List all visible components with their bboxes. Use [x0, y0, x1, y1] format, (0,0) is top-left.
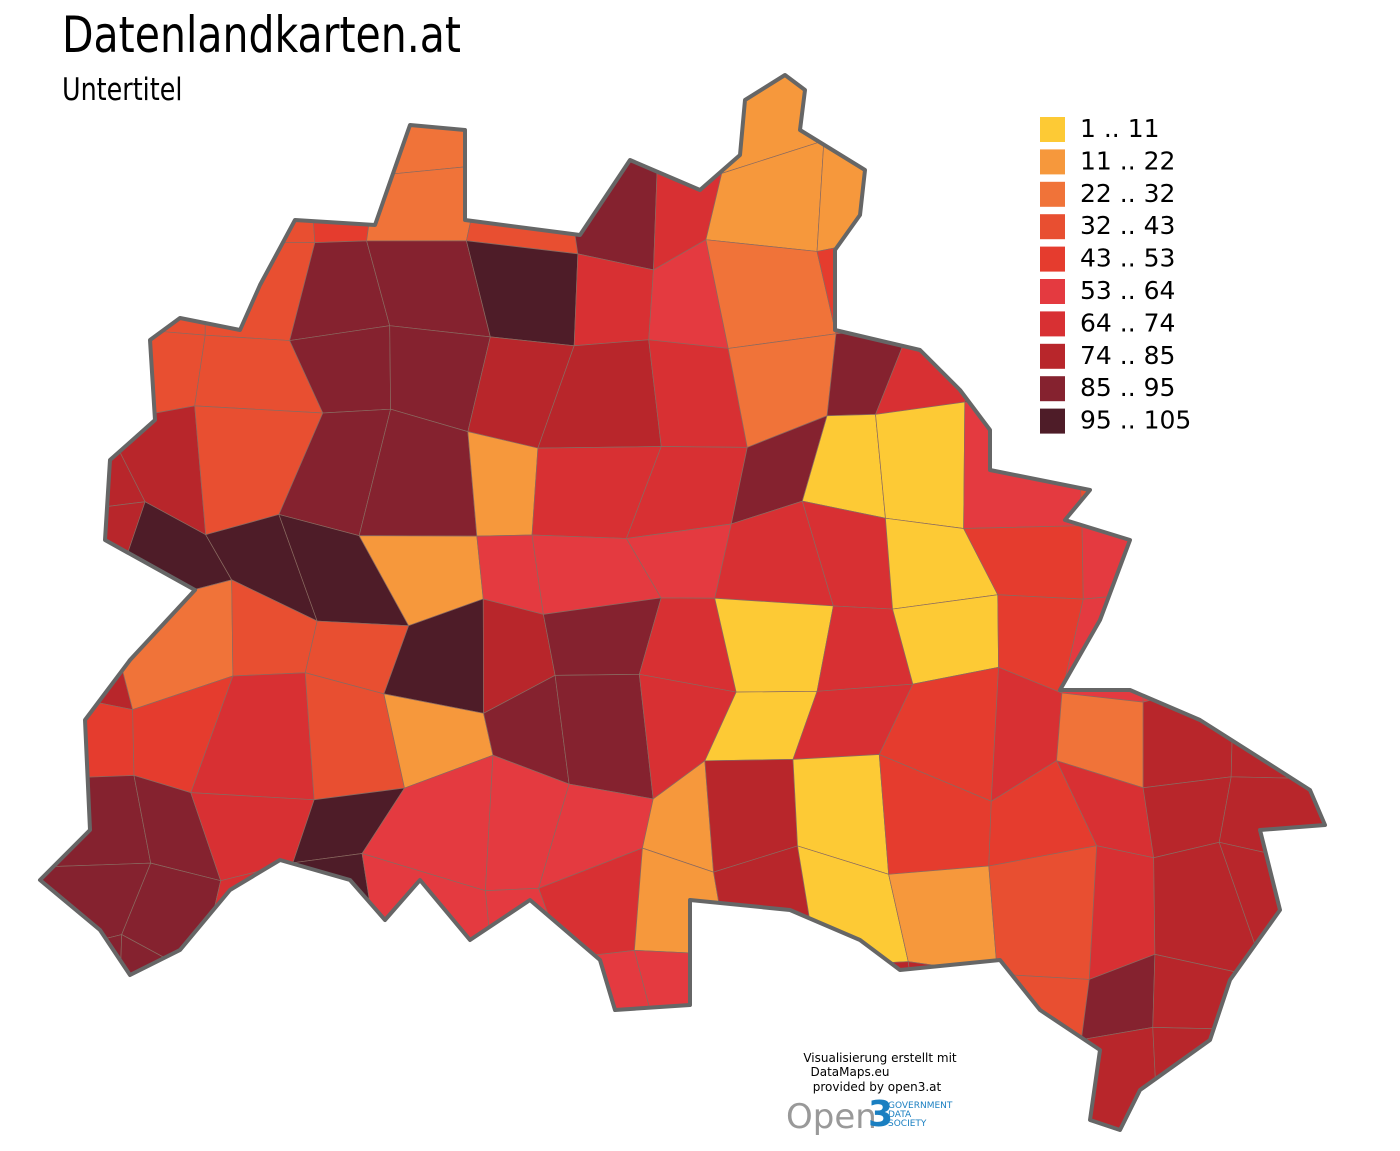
district: [467, 431, 539, 537]
logo: Open 3 GOVERNMENT DATA SOCIETY: [786, 1094, 953, 1137]
district: [1142, 593, 1269, 703]
district: [1243, 75, 1325, 168]
logo-line: SOCIETY: [888, 1119, 927, 1129]
district: [1165, 166, 1252, 273]
district: [454, 958, 572, 1031]
district: [40, 602, 134, 711]
district: [383, 1029, 471, 1130]
legend-swatch: [1040, 343, 1065, 369]
district: [40, 1021, 127, 1130]
legend-swatch: [1040, 408, 1065, 434]
district: [40, 327, 122, 428]
district: [203, 1054, 309, 1130]
district: [1224, 233, 1325, 356]
legend-swatch: [1040, 181, 1065, 207]
district: [1142, 491, 1269, 629]
district: [309, 164, 376, 243]
district: [1247, 954, 1325, 1044]
district: [1224, 514, 1325, 629]
legend-label: 95 .. 105: [1080, 406, 1191, 435]
district: [1071, 1026, 1159, 1130]
district: [297, 75, 385, 177]
credit-line: Visualisierung erstellt mit: [803, 1051, 957, 1065]
district: [1244, 162, 1325, 252]
legend-label: 53 .. 64: [1080, 276, 1175, 305]
district: [198, 967, 313, 1063]
legend-label: 1 .. 11: [1080, 114, 1160, 143]
district: [555, 75, 659, 171]
legend: 1 .. 11 11 .. 22 22 .. 32 32 .. 43 43 .. 53 5…: [1040, 114, 1191, 435]
subtitle: Untertitel: [62, 72, 182, 108]
logo-line: DATA: [888, 1110, 912, 1120]
district: [907, 961, 1006, 1047]
district: [1152, 1027, 1249, 1130]
credits: Visualisierung erstellt mit DataMaps.eu …: [803, 1051, 957, 1094]
district: [100, 148, 206, 272]
district: [201, 75, 310, 166]
district: [308, 967, 408, 1058]
logo-number: 3: [868, 1094, 893, 1135]
district: [555, 1022, 664, 1130]
district: [1243, 1029, 1325, 1130]
district: [875, 401, 966, 529]
district: [454, 1022, 572, 1130]
district: [573, 253, 654, 347]
credit-line: provided by open3.at: [813, 1080, 942, 1094]
district: [705, 239, 837, 349]
district: [895, 228, 1007, 332]
district: [1224, 338, 1325, 428]
district: [641, 1053, 736, 1130]
district: [466, 164, 579, 255]
district: [815, 961, 920, 1047]
district: [1165, 233, 1246, 359]
district: [874, 326, 991, 415]
district: [380, 969, 494, 1058]
legend-swatch: [1040, 311, 1065, 337]
legend-label: 64 .. 74: [1080, 308, 1175, 337]
legend-swatch: [1040, 117, 1065, 142]
district: [988, 845, 1098, 980]
district: [201, 148, 316, 244]
district: [40, 162, 148, 272]
legend-swatch: [1040, 279, 1065, 304]
district: [118, 1021, 213, 1130]
legend-label: 22 .. 32: [1080, 179, 1175, 208]
legend-label: 85 .. 95: [1080, 373, 1175, 402]
district: [554, 673, 654, 800]
title: Datenlandkarten.at: [62, 6, 461, 64]
district: [641, 75, 729, 174]
district: [895, 160, 1008, 237]
logo-word: Open: [786, 1097, 877, 1137]
district: [997, 973, 1090, 1041]
district: [40, 775, 152, 868]
legend-swatch: [1040, 246, 1065, 272]
legend-label: 11 .. 22: [1080, 146, 1175, 175]
district: [297, 1054, 408, 1130]
district: [469, 75, 566, 171]
legend-swatch: [1040, 376, 1065, 402]
legend-label: 74 .. 85: [1080, 341, 1175, 370]
district: [40, 501, 146, 613]
district: [899, 75, 1008, 179]
district: [1230, 677, 1325, 780]
credit-line: DataMaps.eu: [810, 1065, 889, 1079]
legend-swatch: [1040, 149, 1065, 175]
legend-label: 32 .. 43: [1080, 211, 1175, 240]
legend-swatch: [1040, 214, 1065, 240]
district: [40, 934, 123, 1044]
district: [40, 250, 148, 340]
district: [1224, 413, 1325, 537]
border: [38, 73, 1327, 1132]
district: [1081, 491, 1159, 600]
district: [985, 1031, 1082, 1130]
legend-label: 43 .. 53: [1080, 244, 1175, 273]
district: [1232, 602, 1325, 692]
logo-line: GOVERNMENT: [888, 1101, 953, 1111]
district: [727, 954, 818, 1054]
